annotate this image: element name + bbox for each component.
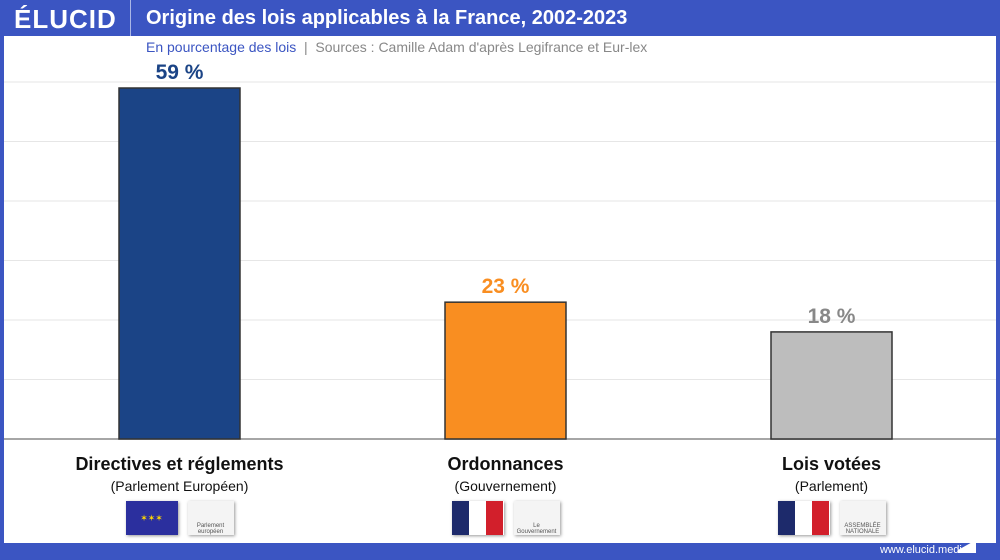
separator: | [304, 39, 308, 55]
institution-logo: Parlement européen [187, 501, 234, 535]
institution-logo: Le Gouvernement [513, 501, 560, 535]
eu-flag-icon: ✶✶✶ [125, 501, 178, 535]
category-name: Directives et réglements [75, 454, 284, 474]
footer-url[interactable]: www.elucid.media [879, 544, 968, 556]
chart-title: Origine des lois applicables à la France… [146, 7, 628, 29]
category-label: Lois votées (Parlement) [682, 454, 982, 494]
bar [444, 301, 567, 440]
category-sub: (Parlement) [794, 478, 869, 494]
france-flag-icon [451, 501, 504, 535]
category-label: Ordonnances (Gouvernement) [356, 454, 656, 494]
subtitle: En pourcentage des lois | Sources : Cami… [146, 39, 647, 55]
logo: ÉLUCID [14, 4, 117, 34]
france-flag-icon [777, 501, 830, 535]
logos: ASSEMBLÉE NATIONALE [777, 501, 886, 535]
unit-label: En pourcentage des lois [146, 39, 297, 55]
category-sub: (Parlement Européen) [110, 478, 249, 494]
data-label: 59 % [156, 61, 204, 84]
category-name: Ordonnances [447, 454, 564, 474]
bar [770, 331, 893, 440]
data-label: 18 % [808, 305, 856, 328]
logos: Le Gouvernement [451, 501, 560, 535]
data-label: 23 % [482, 275, 530, 298]
institution-logo: ASSEMBLÉE NATIONALE [839, 501, 886, 535]
logos: ✶✶✶ Parlement européen [125, 501, 234, 535]
category-label: Directives et réglements (Parlement Europ… [30, 454, 330, 494]
category-name: Lois votées [781, 454, 882, 474]
divider [130, 0, 131, 36]
bar [118, 87, 241, 440]
category-sub: (Gouvernement) [454, 478, 557, 494]
header: ÉLUCID Origine des lois applicables à la… [0, 0, 1000, 36]
source-label: Sources : Camille Adam d'après Legifranc… [315, 39, 648, 55]
